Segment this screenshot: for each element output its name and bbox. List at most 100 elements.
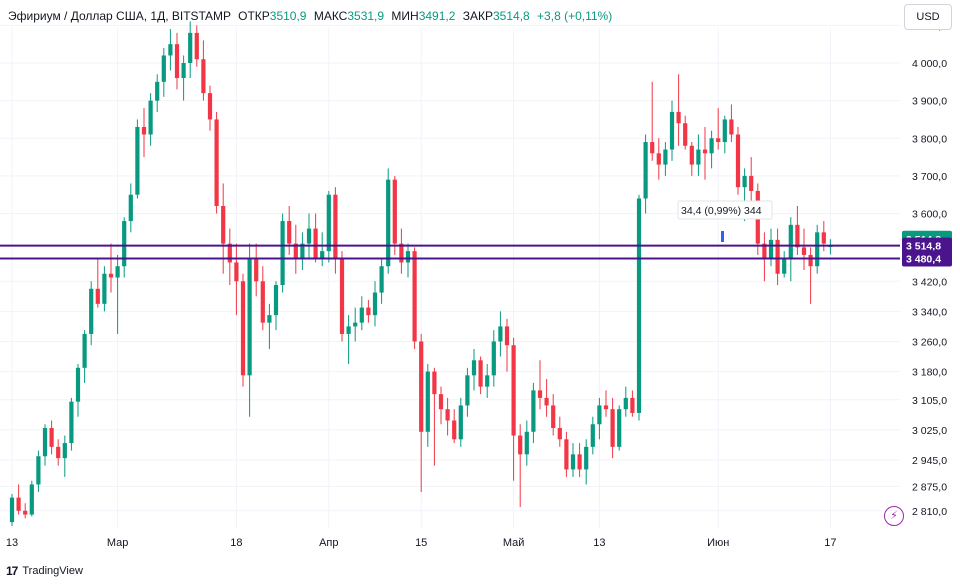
candles-layer bbox=[9, 21, 833, 526]
candle bbox=[29, 480, 34, 517]
currency-button[interactable]: USD bbox=[904, 4, 952, 30]
candle-body bbox=[214, 119, 219, 206]
candle bbox=[524, 420, 529, 466]
candle bbox=[267, 303, 272, 349]
time-tick-label: Май bbox=[503, 537, 525, 549]
candle-body bbox=[102, 273, 107, 304]
candle bbox=[287, 205, 292, 255]
candle bbox=[306, 213, 312, 259]
candle bbox=[16, 484, 21, 515]
candle-body bbox=[254, 258, 259, 282]
candle bbox=[577, 443, 582, 477]
candle-body bbox=[300, 243, 305, 259]
candle bbox=[419, 333, 424, 492]
candle-body bbox=[617, 409, 622, 447]
candle bbox=[584, 439, 589, 485]
measure-label: 34,4 (0,99%) 344 bbox=[681, 205, 762, 217]
candle bbox=[650, 81, 655, 161]
time-tick-label: 13 bbox=[6, 537, 18, 549]
candle bbox=[518, 424, 523, 508]
chart-header: Эфириум / Доллар США, 1Д, BITSTAMP ОТКР3… bbox=[8, 9, 612, 23]
time-axis[interactable]: 13 Мар 18 Апр 15 Май 13 Июн 17 bbox=[6, 537, 837, 549]
candle bbox=[102, 266, 107, 312]
candle-body bbox=[115, 266, 120, 278]
candle-body bbox=[221, 205, 226, 244]
candle-body bbox=[287, 221, 292, 244]
open-label: ОТКР bbox=[238, 9, 270, 23]
candle bbox=[405, 243, 411, 278]
candle bbox=[326, 190, 331, 263]
candle-body bbox=[62, 443, 67, 459]
candle-body bbox=[36, 456, 41, 485]
candle-body bbox=[636, 198, 642, 413]
candle bbox=[795, 205, 800, 255]
chart-grid bbox=[0, 24, 900, 528]
candle-body bbox=[518, 435, 523, 455]
candle-body bbox=[359, 307, 364, 323]
candle-body bbox=[557, 428, 562, 440]
candle-body bbox=[201, 59, 206, 94]
measure-bar bbox=[721, 231, 724, 242]
candle bbox=[821, 221, 826, 252]
candle bbox=[643, 134, 648, 214]
brand-name[interactable]: TradingView bbox=[22, 565, 83, 577]
horizontal-levels[interactable] bbox=[0, 244, 900, 260]
symbol-title[interactable]: Эфириум / Доллар США, 1Д, BITSTAMP bbox=[8, 9, 231, 23]
candle bbox=[115, 254, 120, 334]
candle-body bbox=[42, 428, 48, 457]
candle-body bbox=[458, 405, 463, 440]
candle bbox=[452, 409, 457, 444]
time-tick-label: Апр bbox=[319, 537, 338, 549]
candle-body bbox=[570, 454, 576, 470]
candle-body bbox=[346, 326, 351, 334]
price-tick-label: 3 700,0 bbox=[912, 171, 947, 183]
tradingview-logo-icon[interactable]: 17 bbox=[6, 564, 18, 578]
candle bbox=[399, 228, 404, 274]
candle-body bbox=[742, 175, 747, 188]
candle bbox=[617, 405, 622, 451]
price-tick-label: 3 600,0 bbox=[912, 209, 947, 221]
measure-tool: 34,4 (0,99%) 344 bbox=[677, 200, 773, 242]
price-badge-label: 3 480,4 bbox=[906, 254, 941, 266]
candle-body bbox=[485, 375, 490, 387]
candle-body bbox=[663, 149, 668, 165]
candle bbox=[768, 228, 774, 267]
candle bbox=[544, 379, 549, 417]
candle bbox=[201, 40, 206, 101]
candle bbox=[221, 183, 226, 274]
lightning-icon[interactable]: ⚡ bbox=[884, 506, 904, 526]
candle-body bbox=[128, 194, 133, 222]
candle-body bbox=[669, 111, 675, 150]
candle bbox=[69, 397, 74, 451]
price-tick-label: 3 900,0 bbox=[912, 96, 947, 108]
price-axis[interactable]: 4 100,04 000,03 900,03 800,03 700,03 600… bbox=[900, 20, 960, 538]
candle-body bbox=[471, 360, 477, 376]
candle bbox=[89, 281, 94, 346]
candle-body bbox=[293, 243, 298, 259]
candle bbox=[372, 281, 378, 327]
candle bbox=[75, 364, 81, 417]
candle bbox=[722, 115, 727, 154]
candle-body bbox=[630, 397, 635, 413]
candle bbox=[23, 503, 28, 519]
candle bbox=[762, 232, 767, 282]
candle bbox=[828, 239, 833, 255]
candle-body bbox=[399, 243, 404, 263]
candle bbox=[623, 386, 628, 417]
candle bbox=[135, 119, 140, 199]
candle-body bbox=[808, 254, 813, 267]
candle-body bbox=[320, 251, 325, 259]
price-badge bbox=[902, 237, 952, 254]
candle bbox=[683, 115, 688, 150]
price-tick-label: 3 340,0 bbox=[912, 306, 947, 318]
candle-body bbox=[267, 315, 272, 323]
footer: 17 TradingView bbox=[6, 564, 83, 578]
candle bbox=[386, 168, 391, 274]
candle-body bbox=[438, 394, 444, 410]
time-tick-label: 18 bbox=[230, 537, 242, 549]
candle bbox=[214, 111, 219, 214]
candle bbox=[478, 356, 483, 395]
candle bbox=[56, 439, 61, 466]
candle bbox=[148, 93, 153, 146]
